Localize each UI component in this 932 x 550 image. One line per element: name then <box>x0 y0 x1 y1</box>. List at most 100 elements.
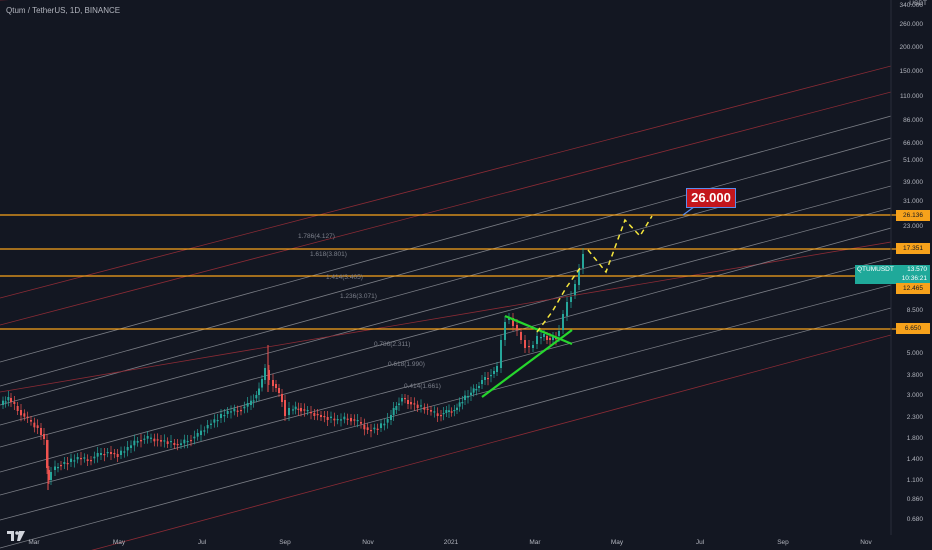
fib-channel-line[interactable] <box>0 241 892 393</box>
fib-level-label: 1.618(3.801) <box>310 251 347 258</box>
price-axis[interactable]: 260.000 200.000 150.000 110.000 86.000 66.000… <box>900 2 924 523</box>
candle-body <box>401 398 403 402</box>
time-axis[interactable]: Mar May Jul Sep Nov 2021 Mar May Jul Sep Nov <box>28 539 872 546</box>
candle-body <box>126 447 129 451</box>
candle-body <box>555 338 557 340</box>
triangle-lower-trendline[interactable] <box>481 329 573 398</box>
candle-body <box>288 408 290 415</box>
candle-body <box>303 409 306 411</box>
candle-body <box>170 441 172 443</box>
candle-body <box>140 440 142 442</box>
candle-body <box>275 384 277 388</box>
candle-body <box>297 408 300 410</box>
fib-channel-line[interactable] <box>0 159 892 406</box>
candle-body <box>136 441 139 443</box>
candle-body <box>156 439 159 441</box>
candle-body <box>383 423 386 426</box>
fib-channel-line[interactable] <box>0 91 892 326</box>
fib-channel-line[interactable] <box>0 65 892 299</box>
candle-body <box>481 380 483 384</box>
fib-channel-line[interactable] <box>0 284 892 521</box>
candle-body <box>173 443 176 445</box>
price-tick: 1.400 <box>907 456 924 463</box>
candle-body <box>376 428 379 430</box>
price-tick: 1.100 <box>907 477 924 484</box>
candle-body <box>223 415 226 417</box>
candle-body <box>90 460 92 462</box>
currency-unit: USDT <box>909 0 927 7</box>
target-callout[interactable]: 26.000 <box>686 188 736 208</box>
candle-body <box>243 406 246 409</box>
candle-body <box>582 254 584 268</box>
candle-body <box>430 410 432 412</box>
price-tick: 1.800 <box>907 435 924 442</box>
candle-body <box>66 463 69 465</box>
fib-channel-line[interactable] <box>0 334 892 550</box>
candle-body <box>20 410 22 416</box>
candle-body <box>436 413 439 416</box>
fib-channel-line[interactable] <box>0 115 892 363</box>
candle-body <box>450 411 453 413</box>
tradingview-logo[interactable] <box>6 529 26 543</box>
candle-body <box>386 419 389 423</box>
candle-body <box>353 419 356 421</box>
candle-body <box>272 380 274 386</box>
candle-body <box>250 400 252 405</box>
candle-body <box>540 337 542 339</box>
candle-body <box>80 458 82 460</box>
candle-body <box>380 423 382 428</box>
projection-leg-2[interactable] <box>587 215 653 274</box>
projection-path <box>536 215 653 333</box>
candle-body <box>70 458 72 462</box>
candle-body <box>574 284 576 295</box>
candle-body <box>433 411 436 413</box>
candle-body <box>54 466 56 470</box>
candle-body <box>106 452 109 454</box>
fib-channel-line[interactable] <box>0 137 892 387</box>
time-tick: Sep <box>777 539 789 546</box>
candle-body <box>163 440 166 442</box>
candle-body <box>110 452 112 454</box>
fib-channel-line[interactable] <box>0 257 892 496</box>
candle-body <box>150 437 152 439</box>
fib-level-label: 0.414(1.661) <box>404 383 441 390</box>
fib-channel-line[interactable] <box>0 185 892 426</box>
candle-body <box>23 413 26 417</box>
price-tick: 2.300 <box>907 414 924 421</box>
candle-body <box>390 415 392 420</box>
time-tick: Mar <box>529 539 541 546</box>
time-tick: Jul <box>198 539 207 546</box>
candle-body <box>440 415 442 417</box>
candle-body <box>190 440 192 442</box>
fib-level-label: 1.236(3.071) <box>340 293 377 300</box>
candle-body <box>543 334 545 337</box>
fib-channel-line[interactable] <box>0 307 892 549</box>
candle-body <box>213 419 216 423</box>
candle-body <box>558 331 560 336</box>
candle-body <box>166 441 169 444</box>
candle-body <box>196 433 199 437</box>
candle-body <box>50 472 52 480</box>
candle-body <box>176 444 179 446</box>
candle-body <box>562 314 564 330</box>
level-tag-26: 26.136 <box>896 210 930 221</box>
candle-body <box>346 418 349 420</box>
candle-body <box>552 337 554 340</box>
candle-body <box>230 411 232 413</box>
current-symbol: QTUMUSDT <box>857 266 894 273</box>
fib-channel-line[interactable] <box>0 227 892 473</box>
price-tick: 3.000 <box>907 392 924 399</box>
price-tick: 5.000 <box>907 350 924 357</box>
projection-leg-1[interactable] <box>536 267 581 333</box>
current-price: 13.570 <box>907 266 927 273</box>
price-tick: 23.000 <box>903 223 923 230</box>
candle-body <box>366 427 369 430</box>
fib-channel-line[interactable] <box>0 207 892 448</box>
candle-body <box>116 454 119 457</box>
candle-body <box>48 470 50 480</box>
candle-body <box>458 402 461 407</box>
price-tick: 86.000 <box>903 117 923 124</box>
candle-body <box>407 400 409 404</box>
candle-body <box>210 423 212 425</box>
